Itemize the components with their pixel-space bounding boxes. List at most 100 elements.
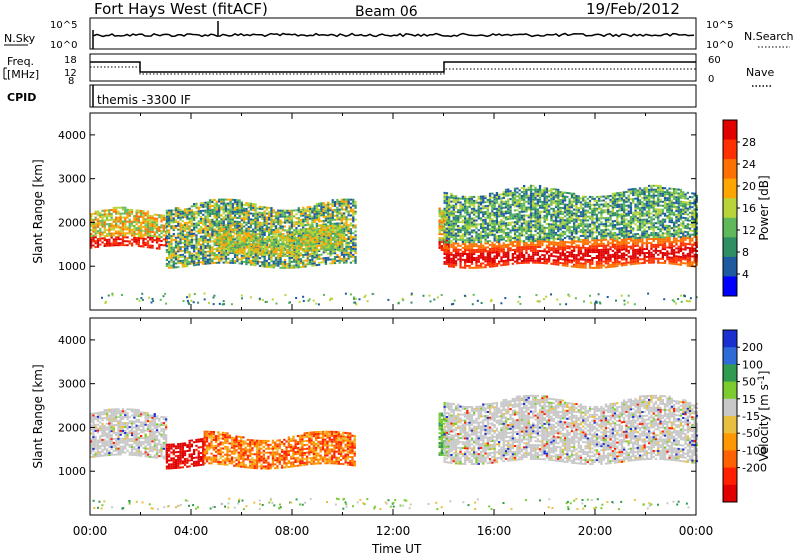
power-echo-cell: [513, 203, 517, 206]
power-echo-cell: [545, 262, 549, 265]
power-echo-cell: [288, 247, 291, 250]
power-echo-cell: [211, 262, 214, 265]
power-echo-cell: [336, 227, 339, 230]
power-echo-cell: [566, 257, 569, 259]
power-echo-cell: [311, 221, 314, 224]
power-echo-cell: [557, 234, 560, 237]
power-echo-cell: [491, 233, 494, 236]
power-echo-cell: [293, 229, 296, 232]
power-echo-cell: [183, 208, 187, 211]
power-echo-cell: [172, 213, 175, 216]
power-echo-cell: [498, 223, 501, 226]
power-echo-cell: [568, 215, 571, 218]
power-echo-cell: [243, 203, 246, 206]
power-echo-cell: [525, 259, 528, 262]
power-echo-cell: [229, 222, 232, 225]
power-echo-cell: [352, 246, 355, 248]
power-echo-cell: [297, 234, 300, 237]
power-echo-cell: [263, 216, 266, 219]
power-echo-cell: [162, 226, 165, 229]
power-echo-cell: [450, 214, 453, 217]
power-echo-cell: [454, 207, 458, 209]
power-echo-cell: [204, 203, 207, 206]
power-echo-cell: [213, 242, 216, 245]
power-echo-cell: [534, 234, 537, 237]
power-echo-cell: [538, 200, 542, 203]
power-echo-cell: [516, 221, 519, 223]
power-echo-cell: [513, 256, 517, 259]
power-echo-cell: [543, 260, 546, 263]
power-echo-cell: [343, 212, 346, 215]
power-echo-cell: [552, 243, 555, 246]
power-echo-cell: [130, 230, 134, 233]
power-echo-cell: [273, 235, 276, 238]
power-echo-cell: [227, 234, 230, 237]
power-echo-cell: [135, 215, 138, 218]
power-echo-cell: [286, 211, 289, 214]
power-echo-cell: [165, 239, 169, 242]
power-echo-cell: [336, 198, 339, 201]
power-echo-cell: [108, 242, 111, 245]
power-echo-cell: [151, 221, 154, 224]
power-echo-cell: [130, 211, 134, 213]
power-echo-cell: [121, 230, 125, 233]
power-echo-cell: [202, 203, 205, 206]
power-echo-cell: [229, 230, 232, 233]
power-echo-cell: [238, 244, 241, 247]
power-echo-cell: [511, 203, 514, 206]
power-echo-cell: [135, 237, 138, 239]
power-echo-cell: [495, 253, 499, 256]
power-echo-cell: [473, 245, 476, 248]
power-echo-cell: [440, 215, 443, 218]
power-echo-cell: [500, 258, 503, 261]
power-echo-cell: [172, 266, 175, 269]
power-echo-cell: [135, 238, 138, 241]
power-echo-cell: [233, 262, 237, 264]
power-echo-cell: [525, 230, 528, 233]
power-echo-cell: [575, 201, 578, 203]
power-echo-cell: [552, 213, 555, 216]
power-echo-cell: [229, 238, 233, 241]
power-echo-cell: [563, 197, 567, 200]
power-echo-cell: [557, 244, 560, 246]
power-echo-cell: [279, 262, 282, 265]
power-echo-cell: [327, 239, 330, 241]
power-echo-cell: [259, 239, 262, 242]
power-echo-cell: [297, 222, 300, 225]
power-echo-cell: [322, 257, 325, 260]
power-echo-cell: [112, 244, 115, 247]
power-echo-cell: [277, 235, 280, 238]
power-echo-cell: [149, 224, 152, 227]
power-echo-cell: [186, 263, 189, 266]
power-echo-cell: [454, 195, 458, 198]
power-echo-cell: [534, 212, 537, 215]
power-echo-cell: [552, 200, 555, 203]
power-echo-cell: [518, 236, 521, 239]
power-echo-cell: [293, 252, 296, 255]
power-echo-cell: [94, 242, 97, 245]
power-echo-cell: [177, 256, 180, 259]
power-echo-cell: [573, 200, 576, 203]
power-echo-cell: [115, 238, 118, 241]
power-echo-cell: [174, 240, 178, 243]
power-echo-cell: [454, 246, 458, 249]
power-echo-cell: [538, 255, 542, 258]
power-echo-cell: [500, 230, 503, 233]
power-echo-cell: [117, 236, 120, 239]
power-echo-cell: [500, 222, 503, 225]
power-echo-cell: [311, 254, 314, 257]
power-echo-cell: [468, 257, 471, 259]
power-echo-cell: [545, 191, 549, 194]
power-echo-cell: [220, 220, 223, 223]
power-echo-cell: [149, 216, 152, 219]
power-echo-cell: [99, 233, 102, 236]
power-echo-cell: [199, 227, 203, 230]
power-echo-cell: [274, 241, 278, 243]
power-echo-cell: [573, 208, 576, 211]
power-echo-cell: [298, 242, 301, 245]
power-echo-cell: [208, 203, 212, 206]
power-echo-cell: [450, 228, 453, 231]
power-echo-cell: [146, 234, 150, 237]
power-echo-cell: [507, 200, 510, 203]
power-echo-cell: [236, 203, 239, 206]
